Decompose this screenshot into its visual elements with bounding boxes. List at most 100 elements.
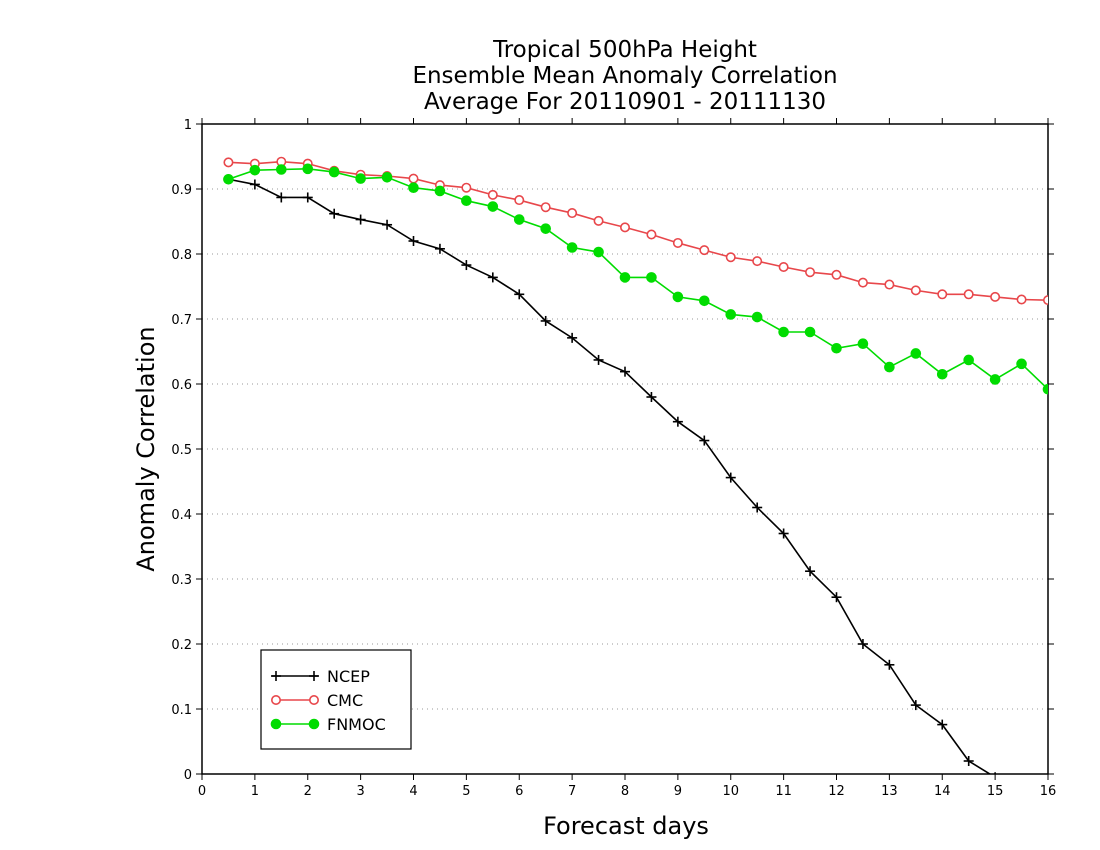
point-fnmoc [963, 354, 974, 366]
legend: NCEP CMC FNMOC [260, 649, 412, 750]
point-fnmoc [699, 295, 710, 307]
point-ncep [672, 416, 683, 427]
point-fnmoc [461, 195, 472, 206]
legend-marker-fnmoc [308, 718, 320, 730]
y-tick-label: 0.2 [171, 638, 192, 653]
point-fnmoc [408, 182, 419, 193]
point-ncep [329, 208, 340, 219]
chart-title: Tropical 500hPa Height Ensemble Mean Ano… [0, 37, 1100, 115]
grid-lines [202, 188, 1048, 710]
x-tick-label: 3 [356, 784, 364, 799]
point-cmc [1016, 294, 1027, 305]
point-ncep [910, 700, 921, 711]
point-cmc [408, 173, 419, 184]
legend-marker-cmc [308, 694, 319, 705]
point-fnmoc [355, 173, 366, 184]
point-ncep [355, 214, 366, 225]
point-cmc [884, 279, 895, 290]
point-fnmoc [936, 368, 948, 380]
x-tick-label: 1 [251, 784, 259, 799]
point-cmc [725, 252, 736, 263]
point-ncep [937, 719, 948, 730]
point-ncep [461, 260, 472, 271]
point-ncep [857, 639, 868, 649]
point-cmc [487, 189, 498, 200]
x-tick-label: 11 [775, 784, 792, 799]
point-cmc [805, 267, 816, 278]
point-fnmoc [566, 242, 578, 253]
point-fnmoc [249, 164, 261, 176]
series-line-ncep [228, 178, 992, 774]
legend-marker-cmc [270, 694, 281, 705]
x-tick-label: 8 [621, 784, 629, 799]
x-tick-label: 6 [515, 784, 523, 799]
point-ncep [884, 659, 895, 670]
point-cmc [910, 285, 921, 296]
point-ncep [434, 243, 445, 254]
point-ncep [408, 236, 419, 246]
point-cmc [778, 261, 789, 272]
point-fnmoc [910, 348, 922, 359]
point-ncep [831, 592, 842, 603]
y-axis-title: Anomaly Correlation [132, 326, 160, 571]
point-cmc [831, 269, 842, 280]
point-ncep [302, 192, 313, 203]
x-tick-label: 15 [987, 784, 1004, 799]
point-ncep [725, 472, 736, 483]
point-fnmoc [540, 223, 551, 234]
x-tick-label: 9 [674, 784, 682, 799]
point-ncep [487, 272, 498, 283]
point-fnmoc [646, 272, 657, 283]
point-fnmoc [804, 326, 816, 338]
point-ncep [778, 528, 789, 539]
legend-marker-fnmoc [270, 718, 282, 730]
point-fnmoc [223, 173, 234, 185]
x-tick-label: 7 [568, 784, 576, 799]
legend-label-ncep: NCEP [327, 667, 370, 686]
point-fnmoc [1042, 383, 1048, 395]
y-tick-label: 0.9 [171, 183, 192, 198]
point-fnmoc [725, 309, 737, 320]
x-tick-label: 2 [304, 784, 312, 799]
x-axis: 0 1 2 3 4 5 6 7 8 9 10 11 12 13 14 15 16 [198, 118, 1056, 799]
point-cmc [963, 289, 974, 300]
point-ncep [994, 772, 996, 774]
point-fnmoc [487, 201, 499, 212]
y-tick-label: 0.5 [171, 443, 192, 458]
point-cmc [223, 157, 234, 168]
point-fnmoc [381, 172, 393, 183]
point-cmc [567, 208, 578, 219]
legend-label-cmc: CMC [327, 691, 363, 710]
point-cmc [672, 237, 683, 248]
point-cmc [514, 195, 525, 206]
point-fnmoc [302, 163, 314, 175]
y-tick-label: 0.6 [171, 378, 192, 393]
point-cmc [752, 256, 763, 267]
x-tick-label: 13 [881, 784, 898, 799]
point-ncep [276, 192, 287, 203]
x-tick-label: 0 [198, 784, 206, 799]
legend-marker-ncep [309, 671, 319, 681]
point-fnmoc [593, 246, 604, 258]
point-ncep [593, 354, 604, 365]
point-cmc [699, 245, 710, 256]
point-fnmoc [434, 185, 446, 197]
point-fnmoc [751, 311, 763, 323]
chart-title-line-3: Average For 20110901 - 20111130 [423, 89, 827, 115]
point-fnmoc [1016, 358, 1027, 370]
x-axis-title: Forecast days [543, 812, 709, 840]
x-tick-label: 5 [462, 784, 470, 799]
point-ncep [514, 289, 525, 300]
point-ncep [805, 566, 816, 577]
point-cmc [540, 202, 551, 213]
x-tick-label: 10 [722, 784, 739, 799]
y-axis: 0 0.1 0.2 0.3 0.4 0.5 0.6 0.7 0.8 0.9 1 [171, 118, 1054, 783]
series-layer [223, 156, 1048, 774]
x-tick-label: 12 [828, 784, 845, 799]
y-tick-label: 0.7 [171, 313, 192, 328]
point-fnmoc [778, 326, 789, 338]
point-cmc [646, 229, 657, 240]
y-tick-label: 0.3 [171, 573, 192, 588]
legend-marker-ncep [271, 671, 281, 681]
